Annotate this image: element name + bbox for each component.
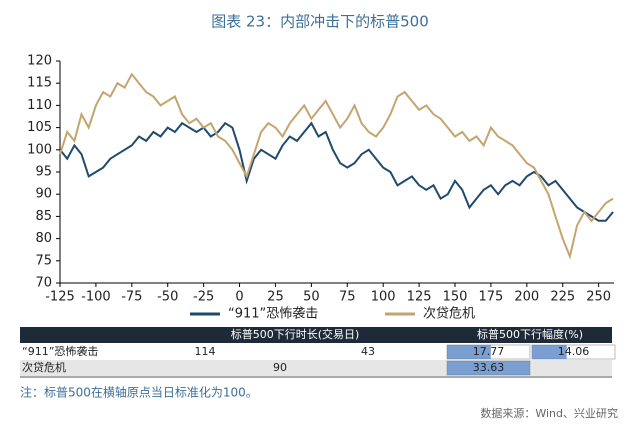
decline-bar xyxy=(447,361,530,375)
table-header xyxy=(20,327,612,343)
row-label: “911”恐怖袭击 xyxy=(22,344,98,358)
duration: 43 xyxy=(361,345,375,358)
y-tick-label: 90 xyxy=(35,187,52,202)
x-tick-label: 25 xyxy=(267,290,284,305)
x-tick-label: 150 xyxy=(443,290,468,305)
table-header-text: 标普500下行幅度(%) xyxy=(477,327,583,341)
x-tick-label: 125 xyxy=(407,290,432,305)
y-tick-label: 70 xyxy=(35,276,52,291)
x-tick-label: -50 xyxy=(157,290,178,305)
duration: 114 xyxy=(195,345,216,358)
decline-value: 33.63 xyxy=(473,361,505,374)
x-tick-label: 175 xyxy=(478,290,503,305)
table-header-text: 标普500下行时长(交易日) xyxy=(231,327,360,341)
series-line xyxy=(59,72,614,260)
decline-value: 14.06 xyxy=(558,345,590,358)
legend-label: “911”恐怖袭击 xyxy=(228,306,318,322)
series-line xyxy=(59,121,614,222)
decline-value: 17.77 xyxy=(473,345,505,358)
x-tick-label: -75 xyxy=(121,290,142,305)
y-tick-label: 110 xyxy=(27,98,52,113)
x-tick-label: -125 xyxy=(45,290,75,305)
x-tick-label: 100 xyxy=(371,290,396,305)
y-tick-label: 75 xyxy=(35,253,52,268)
x-tick-label: -25 xyxy=(193,290,214,305)
x-tick-label: 50 xyxy=(303,290,320,305)
chart-title: 图表 23：内部冲击下的标普500 xyxy=(211,13,429,31)
legend-label: 次贷危机 xyxy=(423,306,475,322)
y-tick-label: 85 xyxy=(35,209,52,224)
y-tick-label: 80 xyxy=(35,231,52,246)
x-tick-label: 250 xyxy=(586,290,611,305)
row-label: 次贷危机 xyxy=(22,360,66,374)
y-tick-label: 120 xyxy=(27,54,52,69)
y-tick-label: 105 xyxy=(27,120,52,135)
source: 数据来源：Wind、兴业研究 xyxy=(480,406,618,420)
decline-bar xyxy=(532,345,567,359)
x-tick-label: 200 xyxy=(514,290,539,305)
note: 注：标普500在横轴原点当日标准化为100。 xyxy=(20,385,258,400)
x-tick-label: 225 xyxy=(550,290,575,305)
decline-bar xyxy=(447,345,491,359)
y-tick-label: 100 xyxy=(27,142,52,157)
x-tick-label: 75 xyxy=(339,290,356,305)
x-tick-label: 0 xyxy=(235,290,243,305)
duration: 90 xyxy=(273,361,287,374)
y-tick-label: 115 xyxy=(27,76,52,91)
x-tick-label: -100 xyxy=(81,290,111,305)
y-tick-label: 95 xyxy=(35,165,52,180)
